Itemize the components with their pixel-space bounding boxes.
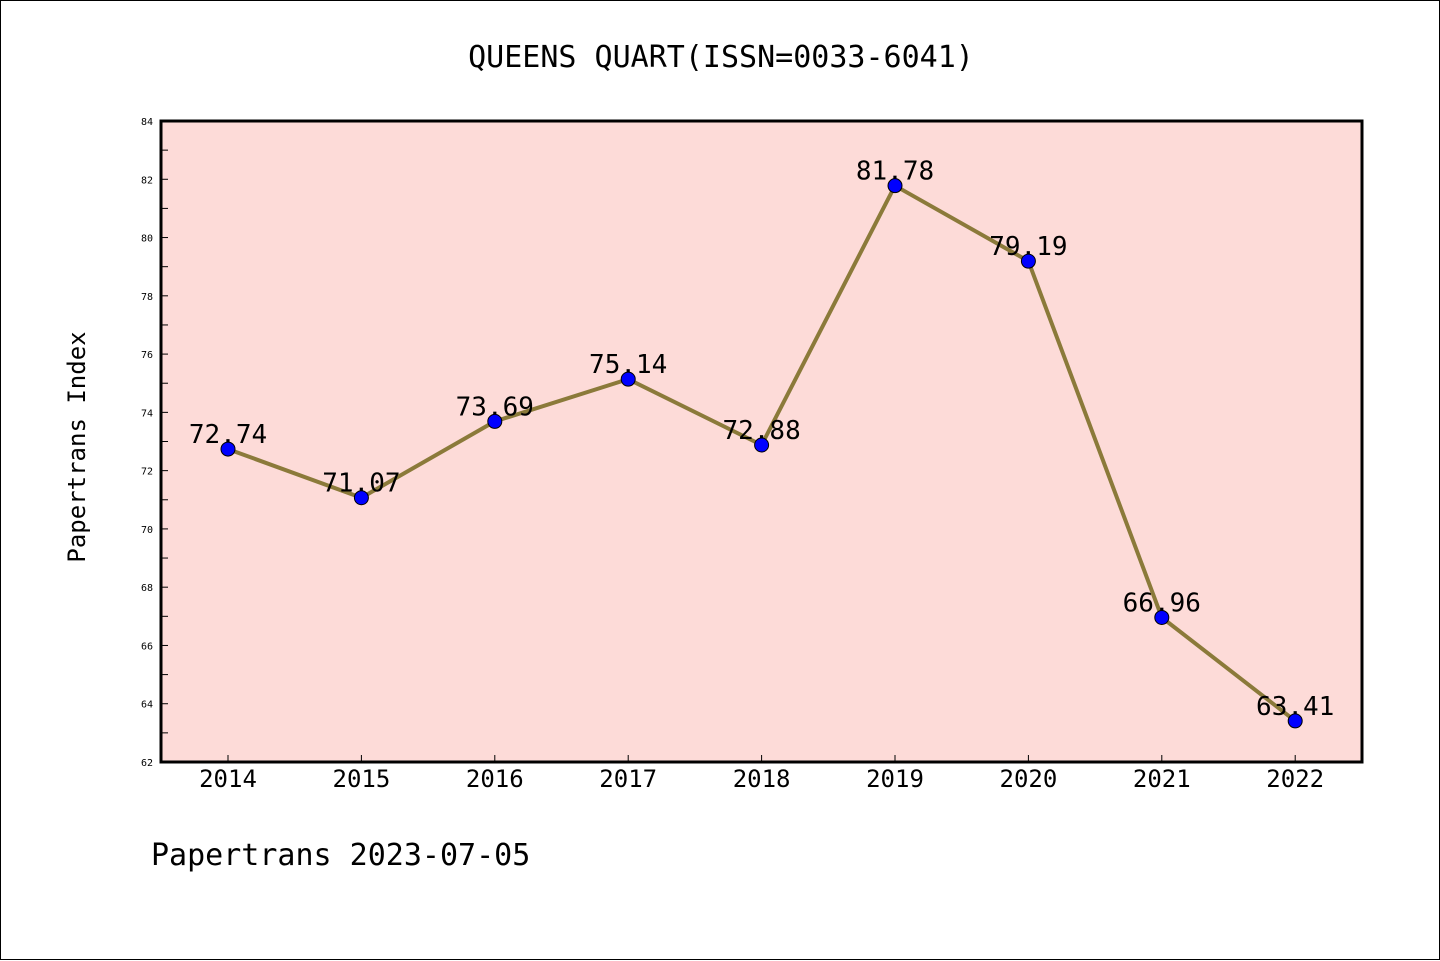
y-axis-label: Papertrans Index	[63, 331, 91, 562]
x-tick-label: 2020	[1000, 765, 1058, 793]
y-tick-label: 68	[141, 583, 153, 594]
chart-title: QUEENS QUART(ISSN=0033-6041)	[468, 40, 974, 75]
x-tick-label: 2016	[466, 765, 524, 793]
footer-text: Papertrans 2023-07-05	[151, 838, 530, 873]
y-tick-label: 62	[141, 758, 153, 769]
y-tick-label: 82	[141, 175, 153, 186]
x-tick-label: 2018	[733, 765, 791, 793]
x-tick-label: 2015	[333, 765, 391, 793]
data-point	[1154, 609, 1170, 625]
data-point	[1020, 253, 1036, 269]
y-tick-label: 84	[141, 117, 153, 128]
data-point	[487, 413, 503, 429]
data-point	[754, 437, 770, 453]
data-point	[353, 490, 369, 506]
y-tick-label: 80	[141, 234, 153, 245]
x-tick-label: 2021	[1133, 765, 1191, 793]
y-tick-label: 76	[141, 350, 153, 361]
y-tick-label: 74	[141, 408, 153, 419]
data-point	[620, 371, 636, 387]
x-tick-label: 2019	[866, 765, 924, 793]
x-tick-label: 2022	[1266, 765, 1324, 793]
data-point	[887, 178, 903, 194]
data-point	[1287, 713, 1303, 729]
x-tick-label: 2014	[199, 765, 257, 793]
y-tick-label: 78	[141, 292, 153, 303]
data-points	[220, 178, 1303, 729]
y-tick-label: 72	[141, 467, 153, 478]
x-tick-label: 2017	[599, 765, 657, 793]
plot-border	[159, 119, 1364, 764]
data-labels: 72.7471.0773.6975.1472.8881.7879.1966.96…	[189, 157, 1334, 722]
y-tick-label: 66	[141, 641, 153, 652]
y-tick-label: 64	[141, 700, 153, 711]
y-tick-label: 70	[141, 525, 153, 536]
data-point	[220, 441, 236, 457]
x-axis: 2014 2015 2016 2017 2018 2019 2020 2021 2022	[199, 755, 1324, 793]
